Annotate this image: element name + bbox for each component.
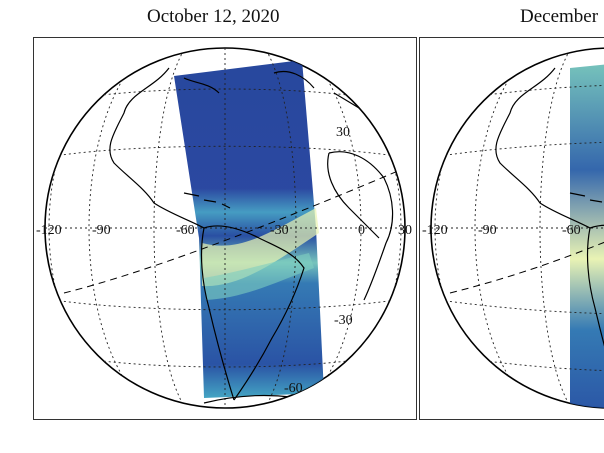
dashed-reference-line-2 — [449, 235, 604, 294]
lon-label-2-minus-90: -90 — [478, 223, 497, 238]
lon-label-2-minus-120: -120 — [422, 223, 448, 238]
swath-highlight-band-2 — [204, 253, 314, 300]
panel-title-october: October 12, 2020 — [147, 6, 280, 27]
lon-label-minus-30: -30 — [270, 223, 289, 238]
map-panel-december: -120 -90 -60 — [419, 37, 604, 420]
swath-highlight-band — [202, 208, 319, 287]
data-swath-2 — [570, 63, 604, 408]
lat-label-minus-60: -60 — [284, 381, 303, 396]
lat-label-minus-30: -30 — [334, 313, 353, 328]
dashed-reference-line — [63, 167, 405, 294]
lon-label-0: 0 — [358, 223, 365, 238]
lon-label-minus-120: -120 — [36, 223, 62, 238]
lon-label-30: 30 — [398, 223, 412, 238]
panel-title-december: December — [520, 6, 599, 27]
lon-label-minus-90: -90 — [92, 223, 111, 238]
map-panel-october: -120 -90 -60 -30 0 30 30 -30 -60 — [33, 37, 417, 420]
lat-label-30: 30 — [336, 125, 350, 140]
lon-label-2-minus-60: -60 — [562, 223, 581, 238]
data-swath — [174, 60, 324, 398]
coastlines-2 — [495, 67, 604, 401]
lon-label-minus-60: -60 — [176, 223, 195, 238]
coastlines — [109, 67, 394, 404]
globe-map-october: -120 -90 -60 -30 0 30 30 -30 -60 — [36, 47, 412, 409]
globe-map-december: -120 -90 -60 — [422, 47, 604, 409]
